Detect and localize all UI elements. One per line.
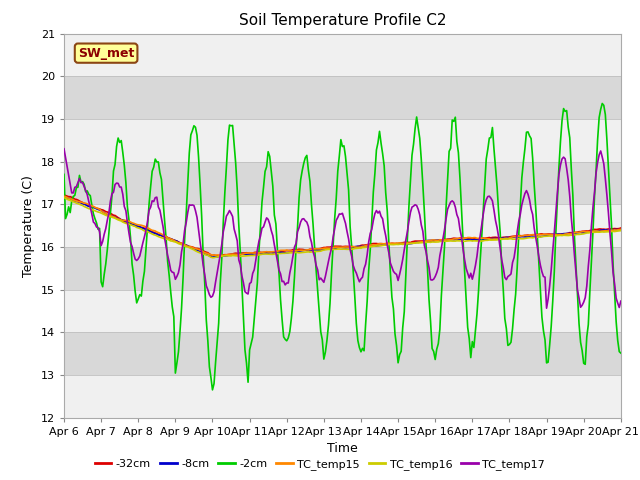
X-axis label: Time: Time: [327, 442, 358, 455]
TC_temp15: [550, 231, 558, 237]
TC_temp15: [379, 241, 387, 247]
-2cm: [60, 171, 68, 177]
TC_temp16: [379, 242, 387, 248]
TC_temp15: [397, 240, 405, 246]
-2cm: [76, 172, 83, 178]
TC_temp17: [60, 146, 68, 152]
-8cm: [76, 200, 83, 205]
TC_temp17: [543, 305, 550, 311]
TC_temp16: [617, 228, 625, 234]
TC_temp17: [408, 204, 416, 210]
Bar: [64, 162, 621, 204]
TC_temp17: [76, 176, 83, 181]
Line: TC_temp15: TC_temp15: [64, 196, 621, 255]
-32cm: [410, 239, 417, 244]
-8cm: [209, 254, 216, 260]
-8cm: [397, 240, 405, 246]
TC_temp16: [209, 255, 216, 261]
TC_temp17: [164, 252, 172, 258]
-2cm: [209, 387, 216, 393]
-32cm: [379, 241, 387, 247]
Line: -2cm: -2cm: [64, 104, 621, 390]
-32cm: [617, 225, 625, 231]
TC_temp16: [410, 240, 417, 246]
-8cm: [550, 231, 558, 237]
Bar: [64, 332, 621, 375]
-32cm: [213, 253, 221, 259]
-2cm: [379, 151, 387, 156]
TC_temp15: [410, 240, 417, 246]
Bar: [64, 289, 621, 332]
-2cm: [164, 258, 172, 264]
Line: TC_temp16: TC_temp16: [64, 198, 621, 258]
-2cm: [410, 141, 417, 147]
-8cm: [410, 240, 417, 246]
-32cm: [76, 198, 83, 204]
TC_temp16: [60, 195, 68, 201]
-2cm: [397, 348, 405, 354]
-8cm: [60, 194, 68, 200]
-32cm: [164, 235, 172, 240]
Bar: [64, 375, 621, 418]
TC_temp17: [617, 298, 625, 304]
Title: Soil Temperature Profile C2: Soil Temperature Profile C2: [239, 13, 446, 28]
-8cm: [379, 242, 387, 248]
Bar: [64, 34, 621, 76]
-8cm: [164, 235, 172, 240]
Bar: [64, 204, 621, 247]
-8cm: [617, 227, 625, 232]
TC_temp17: [396, 271, 403, 277]
Bar: [64, 247, 621, 289]
TC_temp16: [550, 233, 558, 239]
Text: SW_met: SW_met: [78, 47, 134, 60]
-2cm: [617, 350, 625, 356]
Bar: [64, 76, 621, 119]
-32cm: [550, 232, 558, 238]
-2cm: [550, 269, 558, 275]
TC_temp16: [76, 202, 83, 207]
Bar: [64, 119, 621, 162]
Line: -32cm: -32cm: [64, 195, 621, 256]
TC_temp17: [550, 229, 558, 235]
Legend: -32cm, -8cm, -2cm, TC_temp15, TC_temp16, TC_temp17: -32cm, -8cm, -2cm, TC_temp15, TC_temp16,…: [90, 455, 550, 474]
TC_temp15: [617, 227, 625, 232]
Line: -8cm: -8cm: [64, 197, 621, 257]
TC_temp16: [164, 237, 172, 242]
TC_temp17: [377, 214, 385, 219]
TC_temp15: [60, 193, 68, 199]
TC_temp15: [220, 252, 227, 258]
TC_temp15: [76, 199, 83, 204]
TC_temp15: [164, 235, 172, 240]
-2cm: [598, 101, 606, 107]
Line: TC_temp17: TC_temp17: [64, 149, 621, 308]
-32cm: [397, 240, 405, 246]
TC_temp16: [397, 241, 405, 247]
-32cm: [60, 192, 68, 198]
Y-axis label: Temperature (C): Temperature (C): [22, 175, 35, 276]
